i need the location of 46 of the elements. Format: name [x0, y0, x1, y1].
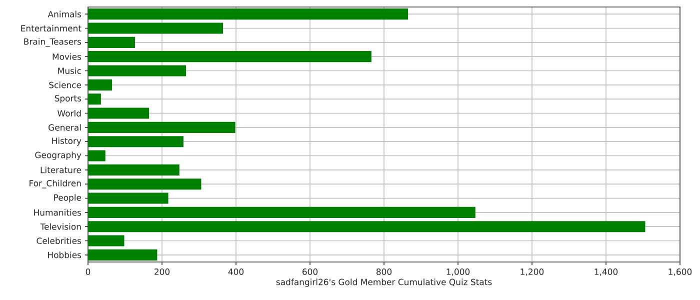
bar: [88, 150, 106, 162]
y-tick-label: General: [48, 124, 81, 131]
bar: [88, 108, 150, 119]
bar: [88, 221, 646, 232]
y-tick-label: Entertainment: [21, 24, 82, 32]
y-tick-label: Music: [58, 67, 81, 74]
y-tick-label: Hobbies: [48, 252, 82, 258]
y-tick-label: Geography: [35, 152, 82, 160]
x-tick-label: 1,600: [668, 268, 692, 276]
y-tick-label: Science: [49, 82, 82, 88]
y-tick-label: World: [57, 110, 81, 117]
y-tick-label: Sports: [54, 95, 82, 104]
x-tick-label: 600: [302, 268, 318, 275]
bar: [88, 235, 124, 246]
bar: [88, 192, 168, 204]
x-tick-label: 0: [86, 268, 90, 275]
bar: [88, 36, 135, 48]
y-tick-label: Movies: [52, 53, 82, 60]
bar: [88, 178, 202, 190]
y-tick-label: Celebrities: [36, 237, 82, 244]
y-tick-label: Humanities: [34, 209, 82, 216]
x-tick-label: 1,400: [594, 268, 618, 276]
bar: [88, 164, 180, 176]
bar: [88, 206, 476, 218]
y-tick-label: Animals: [48, 10, 82, 18]
x-tick-label: 800: [376, 268, 392, 275]
y-tick-label: People: [54, 194, 82, 202]
y-tick-label: History: [52, 137, 82, 146]
bar: [88, 249, 158, 260]
bar: [88, 8, 408, 20]
bar: [88, 65, 186, 76]
x-axis-title: sadfangirl26's Gold Member Cumulative Quiz Stats: [276, 278, 492, 287]
bar: [88, 94, 101, 105]
bar: [88, 22, 224, 34]
x-tick-label: 200: [154, 268, 170, 275]
y-tick-label: Literature: [40, 166, 82, 174]
bar: [88, 51, 372, 62]
x-tick-label: 400: [228, 268, 244, 275]
y-tick-label: Television: [40, 223, 81, 230]
bar: [88, 136, 184, 148]
x-tick-label: 1,000: [446, 268, 470, 276]
x-tick-label: 1,200: [520, 268, 544, 276]
bar: [88, 79, 112, 90]
bar: [88, 122, 236, 133]
y-tick-label: For_Children: [30, 180, 81, 188]
y-tick-label: Brain_Teasers: [24, 38, 82, 47]
